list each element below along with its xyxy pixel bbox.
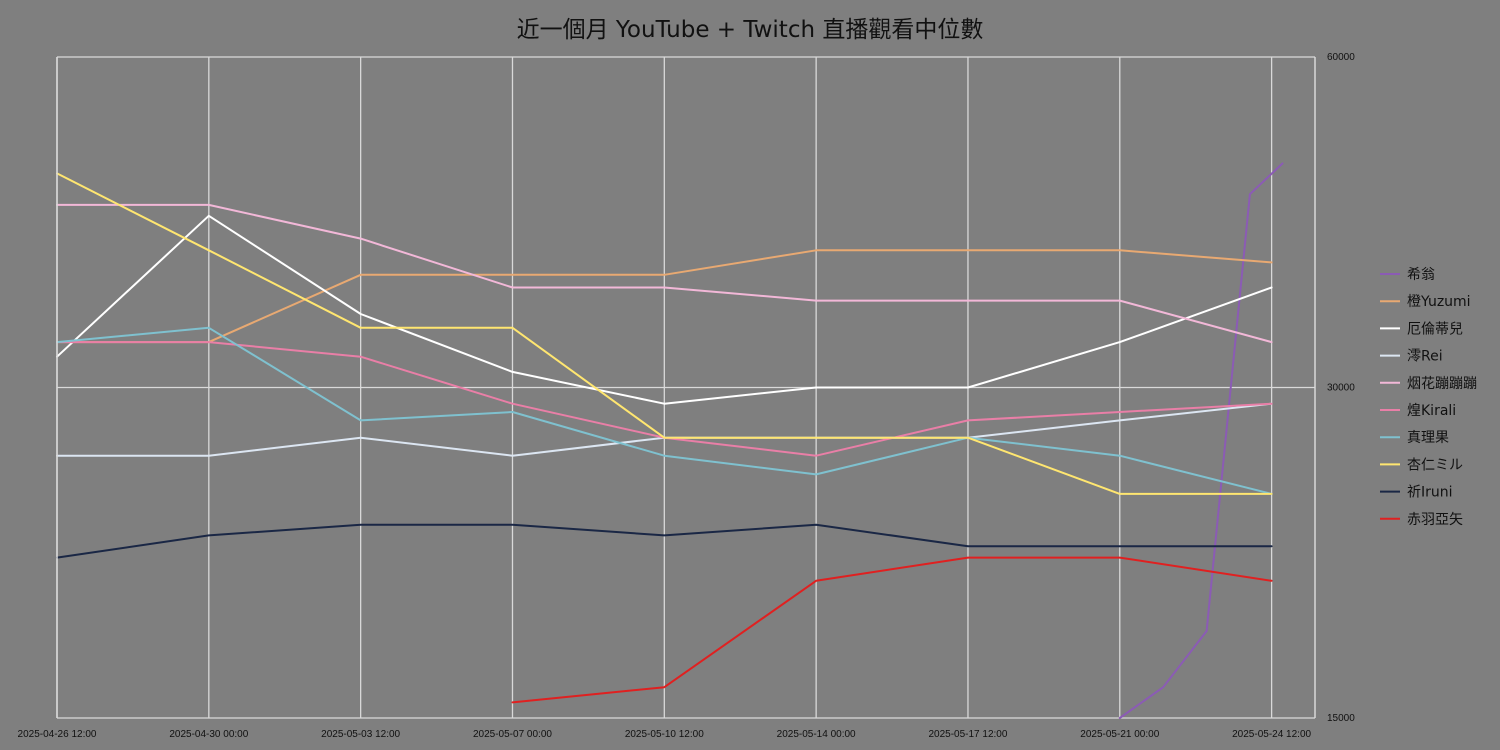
y-tick-label: 30000 xyxy=(1327,383,1355,394)
legend-label: 厄倫蒂兒 xyxy=(1407,321,1463,337)
series-line-9 xyxy=(56,523,1273,559)
x-tick-label: 2025-04-30 00:00 xyxy=(169,729,248,740)
x-tick-label: 2025-05-14 00:00 xyxy=(777,729,856,740)
legend-label: 希翁 xyxy=(1407,267,1435,283)
legend-label: 祈Iruni xyxy=(1407,485,1453,501)
series-line-5 xyxy=(56,203,1273,344)
grid-layer xyxy=(56,56,1315,719)
legend-label: 橙Yuzumi xyxy=(1407,294,1471,310)
x-tick-label: 2025-05-03 12:00 xyxy=(321,729,400,740)
axis-layer: 2025-04-26 12:00 2025-04-30 00:00 2025-05-… xyxy=(18,52,1356,740)
legend-label: 赤羽亞矢 xyxy=(1407,512,1463,528)
series-line-8 xyxy=(56,172,1273,495)
x-tick-label: 2025-05-17 12:00 xyxy=(928,729,1007,740)
legend-label: 烟花蹦蹦蹦 xyxy=(1407,376,1477,392)
series-line-10 xyxy=(511,556,1273,704)
series-line-2 xyxy=(56,249,1273,344)
series-layer xyxy=(56,162,1284,719)
series-line-3 xyxy=(56,214,1273,405)
legend-label: 煌Kirali xyxy=(1407,403,1456,419)
series-line-1 xyxy=(1118,162,1284,719)
legend-label: 杏仁ミル xyxy=(1407,457,1463,473)
legend-label: 澪Rei xyxy=(1407,349,1443,365)
x-tick-label: 2025-04-26 12:00 xyxy=(18,729,97,740)
series-line-7 xyxy=(56,326,1273,495)
x-tick-label: 2025-05-21 00:00 xyxy=(1080,729,1159,740)
x-tick-label: 2025-05-10 12:00 xyxy=(625,729,704,740)
y-tick-label: 15000 xyxy=(1327,713,1355,724)
x-tick-label: 2025-05-07 00:00 xyxy=(473,729,552,740)
legend-label: 真理果 xyxy=(1407,430,1449,446)
x-tick-label: 2025-05-24 12:00 xyxy=(1232,729,1311,740)
y-tick-label: 60000 xyxy=(1327,52,1355,63)
chart-title: 近一個月 YouTube + Twitch 直播觀看中位數 xyxy=(516,17,984,43)
